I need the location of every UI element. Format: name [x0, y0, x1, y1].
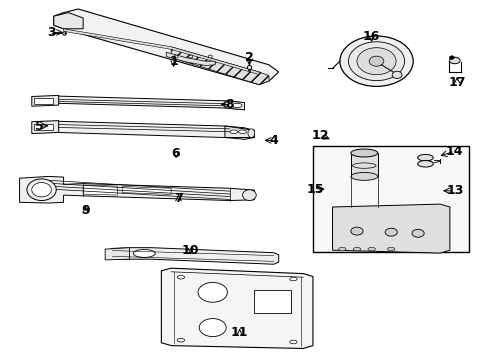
Text: 16: 16	[362, 30, 380, 42]
Ellipse shape	[347, 42, 404, 81]
Polygon shape	[105, 248, 129, 260]
Bar	[254, 290, 290, 313]
Text: 3: 3	[47, 26, 56, 39]
Ellipse shape	[177, 275, 184, 279]
Ellipse shape	[417, 161, 432, 167]
Polygon shape	[350, 153, 377, 176]
Text: 6: 6	[171, 147, 180, 159]
Ellipse shape	[367, 247, 375, 251]
Ellipse shape	[411, 229, 424, 237]
Ellipse shape	[199, 319, 225, 337]
Text: 10: 10	[182, 244, 199, 257]
Text: 17: 17	[447, 76, 465, 89]
Polygon shape	[224, 126, 254, 138]
Polygon shape	[20, 176, 254, 203]
Ellipse shape	[350, 149, 377, 157]
Ellipse shape	[27, 179, 56, 201]
Bar	[312, 146, 468, 252]
Ellipse shape	[386, 247, 394, 251]
Text: 9: 9	[81, 204, 90, 217]
Ellipse shape	[229, 130, 237, 134]
Polygon shape	[54, 9, 278, 85]
Ellipse shape	[133, 249, 155, 257]
Ellipse shape	[385, 228, 397, 236]
Ellipse shape	[247, 129, 254, 138]
Text: 4: 4	[269, 134, 278, 147]
Ellipse shape	[448, 57, 459, 64]
Text: 8: 8	[225, 98, 234, 111]
Ellipse shape	[339, 36, 412, 86]
Ellipse shape	[356, 48, 395, 75]
Ellipse shape	[368, 56, 383, 66]
Ellipse shape	[188, 55, 192, 58]
Polygon shape	[34, 121, 254, 139]
Bar	[34, 98, 53, 104]
Polygon shape	[107, 248, 278, 264]
Ellipse shape	[289, 277, 297, 281]
Text: 2: 2	[244, 51, 253, 64]
Text: 1: 1	[169, 55, 178, 68]
Polygon shape	[63, 29, 259, 75]
Text: 15: 15	[306, 183, 324, 195]
Ellipse shape	[208, 55, 212, 58]
Text: 13: 13	[445, 184, 463, 197]
Ellipse shape	[350, 227, 362, 235]
Polygon shape	[122, 186, 171, 194]
Text: 14: 14	[445, 145, 463, 158]
Text: 7: 7	[174, 192, 183, 204]
Polygon shape	[32, 95, 59, 106]
Ellipse shape	[177, 338, 184, 342]
Polygon shape	[166, 52, 215, 66]
Ellipse shape	[198, 282, 227, 302]
Ellipse shape	[289, 340, 297, 344]
Ellipse shape	[238, 130, 246, 134]
Ellipse shape	[174, 55, 178, 58]
Ellipse shape	[352, 247, 360, 251]
Ellipse shape	[32, 183, 51, 197]
Ellipse shape	[448, 56, 453, 59]
Ellipse shape	[350, 172, 377, 180]
Text: 12: 12	[311, 129, 328, 141]
Text: 5: 5	[35, 120, 43, 132]
Text: 11: 11	[230, 327, 248, 339]
Bar	[34, 124, 53, 130]
Ellipse shape	[391, 71, 401, 78]
Ellipse shape	[338, 247, 346, 251]
Polygon shape	[332, 204, 449, 253]
Polygon shape	[54, 13, 83, 29]
Ellipse shape	[242, 190, 256, 201]
Ellipse shape	[232, 103, 242, 108]
Polygon shape	[32, 121, 59, 134]
Polygon shape	[161, 268, 312, 348]
Polygon shape	[83, 185, 117, 195]
Polygon shape	[224, 101, 244, 110]
Ellipse shape	[417, 154, 432, 161]
Polygon shape	[34, 96, 244, 110]
Polygon shape	[171, 47, 268, 85]
